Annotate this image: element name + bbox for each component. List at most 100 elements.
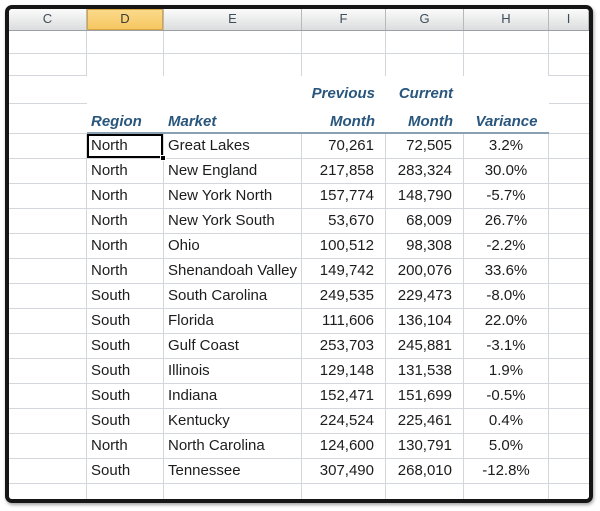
empty-cell[interactable] [9,334,87,359]
cell-market[interactable]: Ohio [164,234,302,259]
column-header-H[interactable]: H [464,9,549,30]
empty-cell[interactable] [549,184,589,209]
cell-market[interactable]: New England [164,159,302,184]
cell-current-month[interactable]: 229,473 [386,284,464,309]
cell-current-month[interactable]: 151,699 [386,384,464,409]
empty-cell[interactable] [9,384,87,409]
cell-previous-month[interactable]: 100,512 [302,234,386,259]
cell-variance[interactable]: 33.6% [464,259,549,284]
column-header-I[interactable]: I [549,9,589,30]
cell-previous-month[interactable]: 253,703 [302,334,386,359]
cell-market[interactable]: Great Lakes [164,134,302,159]
cell-current-month[interactable]: 283,324 [386,159,464,184]
empty-cell[interactable] [9,184,87,209]
cell-region[interactable]: South [87,309,164,334]
cell-region[interactable]: North [87,159,164,184]
cell-current-month[interactable]: 225,461 [386,409,464,434]
empty-cell[interactable] [9,104,87,134]
cell-region[interactable]: South [87,409,164,434]
cell-previous-month[interactable]: 111,606 [302,309,386,334]
empty-cell[interactable] [549,54,589,76]
selected-cell[interactable]: North [87,134,166,161]
empty-cell[interactable] [9,284,87,309]
empty-cell[interactable] [386,54,464,76]
empty-cell[interactable] [87,31,164,54]
cell-current-month[interactable]: 72,505 [386,134,464,159]
cell-variance[interactable]: 1.9% [464,359,549,384]
cell-variance[interactable]: -0.5% [464,384,549,409]
previous-month-header-line1[interactable]: Previous [302,76,386,104]
cell-region[interactable]: North [87,434,164,459]
cell-current-month[interactable]: 200,076 [386,259,464,284]
region-header[interactable]: Region [87,104,164,134]
empty-cell[interactable] [549,134,589,159]
empty-cell[interactable] [464,76,549,104]
cell-previous-month[interactable]: 249,535 [302,284,386,309]
empty-cell[interactable] [9,309,87,334]
variance-header[interactable]: Variance [464,104,549,134]
cell-region[interactable]: North [87,234,164,259]
empty-cell[interactable] [549,159,589,184]
empty-cell[interactable] [9,54,87,76]
cell-region[interactable]: South [87,459,164,484]
empty-cell[interactable] [302,31,386,54]
cell-variance[interactable]: 5.0% [464,434,549,459]
cell-variance[interactable]: 22.0% [464,309,549,334]
empty-cell[interactable] [164,31,302,54]
empty-cell[interactable] [386,484,464,499]
column-header-G[interactable]: G [386,9,464,30]
empty-cell[interactable] [87,76,164,104]
cell-current-month[interactable]: 130,791 [386,434,464,459]
cell-market[interactable]: Illinois [164,359,302,384]
cell-previous-month[interactable]: 53,670 [302,209,386,234]
empty-cell[interactable] [549,284,589,309]
cell-current-month[interactable]: 268,010 [386,459,464,484]
empty-cell[interactable] [9,234,87,259]
cell-previous-month[interactable]: 307,490 [302,459,386,484]
cell-region[interactable]: South [87,384,164,409]
previous-month-header-line2[interactable]: Month [302,104,386,134]
cell-previous-month[interactable]: 224,524 [302,409,386,434]
cell-market[interactable]: South Carolina [164,284,302,309]
cell-variance[interactable]: 30.0% [464,159,549,184]
empty-cell[interactable] [164,484,302,499]
empty-cell[interactable] [549,234,589,259]
cell-current-month[interactable]: 148,790 [386,184,464,209]
cell-current-month[interactable]: 68,009 [386,209,464,234]
cell-current-month[interactable]: 136,104 [386,309,464,334]
empty-cell[interactable] [9,209,87,234]
cell-variance[interactable]: -12.8% [464,459,549,484]
empty-cell[interactable] [87,54,164,76]
empty-cell[interactable] [549,384,589,409]
empty-cell[interactable] [549,31,589,54]
column-header-E[interactable]: E [164,9,302,30]
cell-region[interactable]: North [87,184,164,209]
cell-variance[interactable]: 3.2% [464,134,549,159]
cell-current-month[interactable]: 98,308 [386,234,464,259]
empty-cell[interactable] [386,31,464,54]
cell-region[interactable]: North [87,209,164,234]
cell-region[interactable]: North [87,259,164,284]
cell-previous-month[interactable]: 149,742 [302,259,386,284]
empty-cell[interactable] [549,209,589,234]
empty-cell[interactable] [549,259,589,284]
empty-cell[interactable] [464,54,549,76]
empty-cell[interactable] [549,434,589,459]
empty-cell[interactable] [9,409,87,434]
empty-cell[interactable] [549,459,589,484]
cell-region[interactable]: South [87,359,164,384]
cell-variance[interactable]: 26.7% [464,209,549,234]
cell-current-month[interactable]: 245,881 [386,334,464,359]
empty-cell[interactable] [549,334,589,359]
empty-cell[interactable] [9,159,87,184]
empty-cell[interactable] [464,484,549,499]
cell-region[interactable]: South [87,284,164,309]
cell-previous-month[interactable]: 157,774 [302,184,386,209]
empty-cell[interactable] [9,31,87,54]
fill-handle[interactable] [160,155,166,161]
cell-market[interactable]: Indiana [164,384,302,409]
empty-cell[interactable] [464,31,549,54]
empty-cell[interactable] [9,459,87,484]
cell-variance[interactable]: -5.7% [464,184,549,209]
empty-cell[interactable] [549,309,589,334]
